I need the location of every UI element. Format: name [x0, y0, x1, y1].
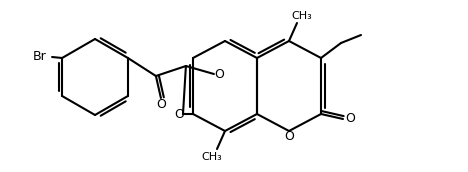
Text: O: O: [156, 99, 166, 111]
Text: Br: Br: [33, 50, 47, 62]
Text: O: O: [345, 112, 355, 126]
Text: CH₃: CH₃: [292, 11, 312, 21]
Text: O: O: [174, 108, 184, 121]
Text: CH₃: CH₃: [202, 152, 222, 162]
Text: O: O: [214, 67, 224, 80]
Text: O: O: [284, 131, 294, 143]
